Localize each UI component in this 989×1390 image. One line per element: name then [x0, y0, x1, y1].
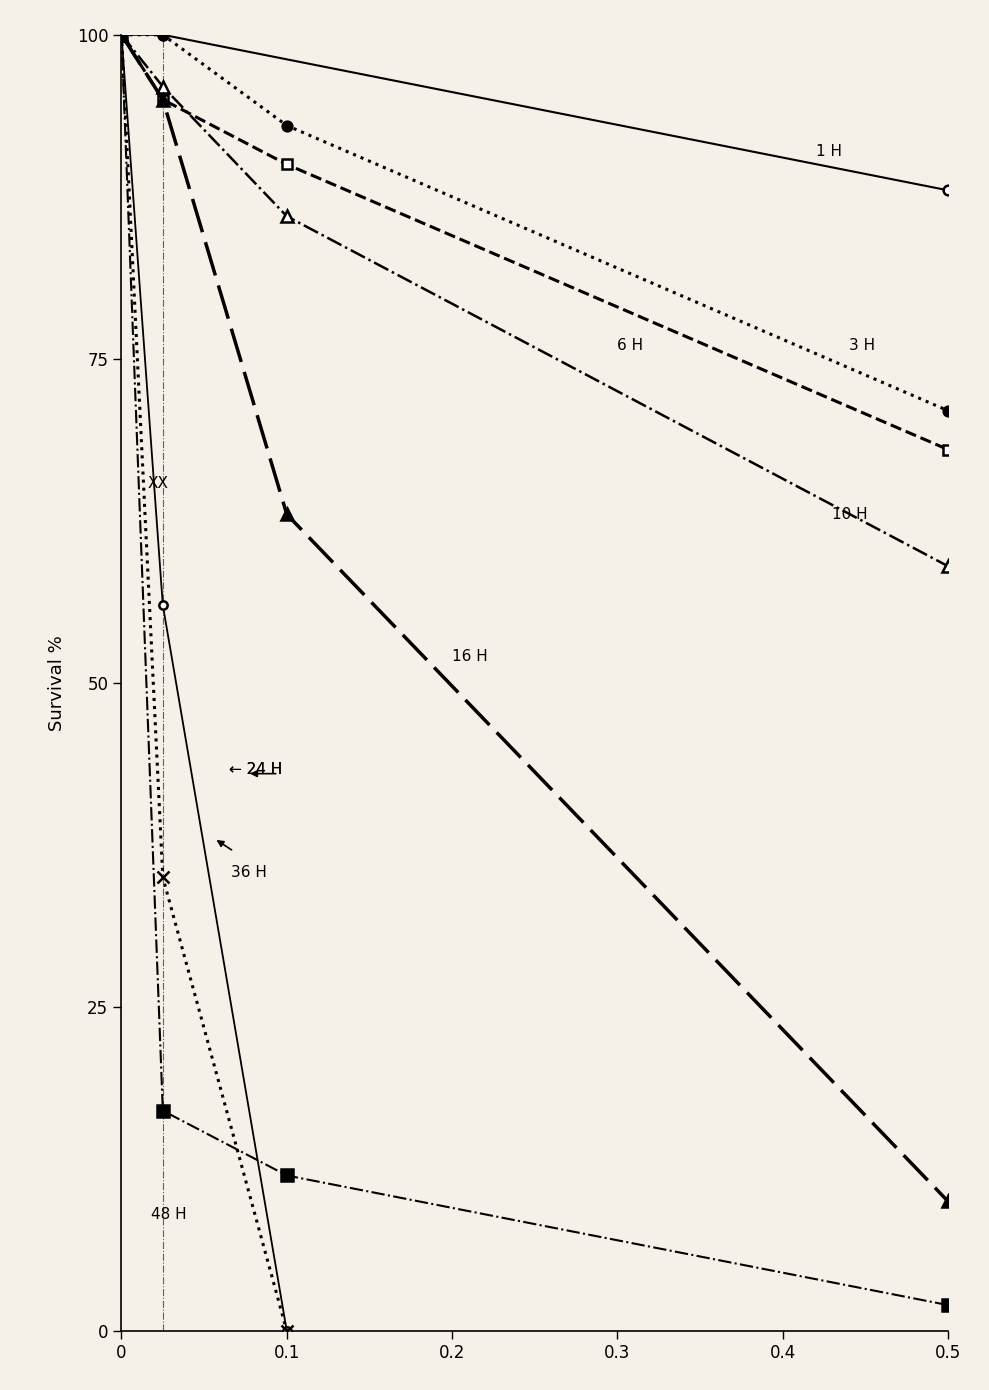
- Y-axis label: Survival %: Survival %: [47, 635, 65, 731]
- Text: 36 H: 36 H: [230, 866, 266, 880]
- Text: 3 H: 3 H: [849, 338, 875, 353]
- Text: 48 H: 48 H: [151, 1207, 187, 1222]
- Text: 16 H: 16 H: [452, 649, 488, 664]
- Text: 6 H: 6 H: [617, 338, 644, 353]
- Text: ← 24 H: ← 24 H: [228, 762, 282, 777]
- Text: 10 H: 10 H: [833, 507, 868, 521]
- Text: ← 24 H: ← 24 H: [228, 762, 282, 777]
- Text: XX: XX: [147, 477, 168, 492]
- Text: 1 H: 1 H: [816, 145, 842, 158]
